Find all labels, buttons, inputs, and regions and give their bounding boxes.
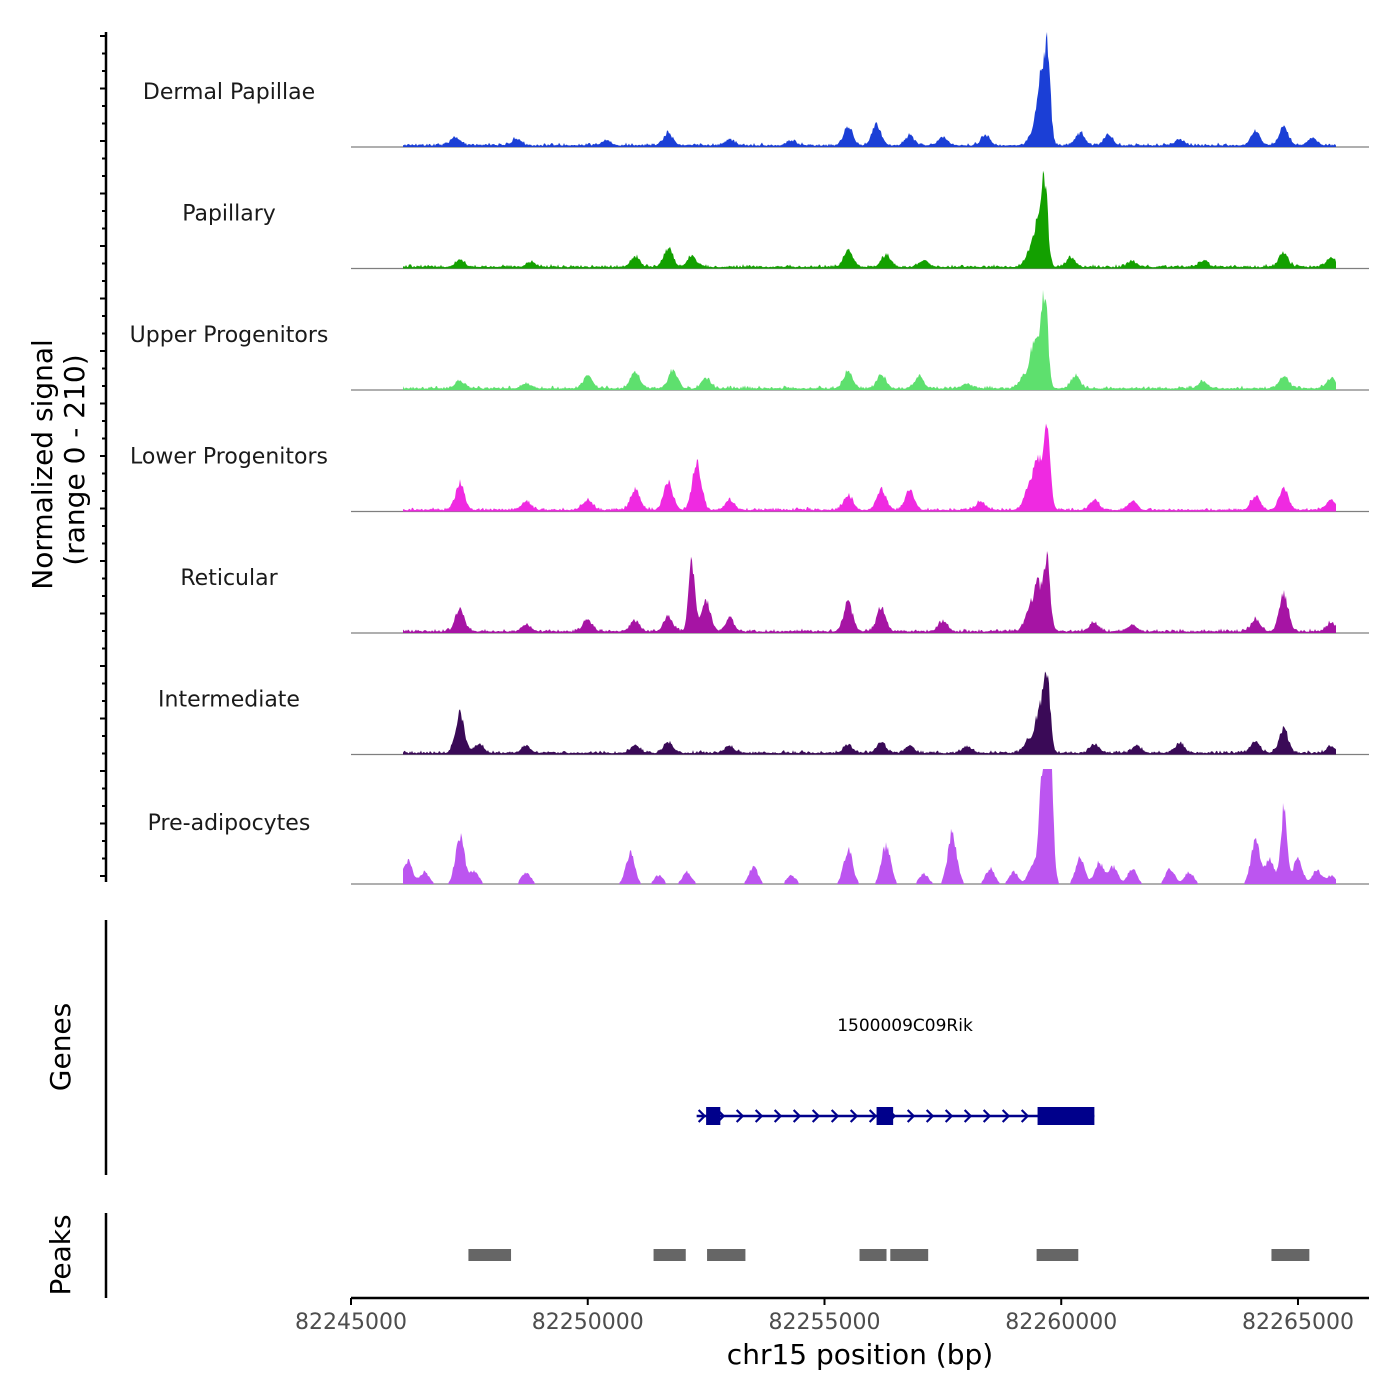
x-tick-label: 82265000 xyxy=(1242,1310,1354,1335)
track-upper-progenitors: Upper Progenitors xyxy=(130,289,1369,391)
gene-strand-arrow xyxy=(944,1109,954,1123)
gene-strand-arrow xyxy=(1020,1109,1030,1123)
gene-strand-arrow xyxy=(982,1109,992,1123)
x-tick-label: 82250000 xyxy=(532,1310,644,1335)
x-tick-label: 82245000 xyxy=(295,1310,407,1335)
signal-y-axis-title-line1: Normalized signal xyxy=(26,339,59,590)
track-label-upper-progenitors: Upper Progenitors xyxy=(130,323,329,348)
signal-y-axis-title: Normalized signal (range 0 - 210) xyxy=(26,330,91,589)
gene-model xyxy=(696,1107,1095,1125)
gene-strand-arrow xyxy=(830,1109,840,1123)
signal-area-reticular xyxy=(403,551,1336,633)
signal-area-pre-adipocytes xyxy=(403,769,1336,884)
track-label-papillary: Papillary xyxy=(182,202,276,227)
gene-strand-arrow xyxy=(792,1109,802,1123)
track-lower-progenitors: Lower Progenitors xyxy=(130,423,1369,513)
gene-strand-arrow xyxy=(1001,1109,1011,1123)
x-tick-label: 82255000 xyxy=(768,1310,880,1335)
signal-area-dermal-papillae xyxy=(403,32,1336,147)
gene-strand-arrow xyxy=(697,1109,707,1123)
gene-strand-arrow xyxy=(906,1109,916,1123)
peak-region-3 xyxy=(707,1249,746,1261)
gene-strand-arrow xyxy=(868,1109,878,1123)
track-label-reticular: Reticular xyxy=(180,566,278,591)
x-tick-label: 82260000 xyxy=(1005,1310,1117,1335)
signal-area-lower-progenitors xyxy=(403,423,1336,512)
signal-area-papillary xyxy=(403,170,1336,269)
track-papillary: Papillary xyxy=(182,170,1369,270)
signal-y-ticks xyxy=(100,35,106,877)
gene-strand-arrow xyxy=(773,1109,783,1123)
signal-area-intermediate xyxy=(403,671,1336,755)
track-label-dermal-papillae: Dermal Papillae xyxy=(143,80,315,105)
peak-regions xyxy=(468,1249,1310,1261)
signal-area-upper-progenitors xyxy=(403,289,1336,390)
track-dermal-papillae: Dermal Papillae xyxy=(143,32,1369,148)
x-axis-ticks: 82245000 82250000 82255000 82260000 82265000 xyxy=(295,1298,1354,1335)
peak-region-1 xyxy=(468,1249,512,1261)
track-label-pre-adipocytes: Pre-adipocytes xyxy=(148,811,311,836)
signal-tracks: Dermal Papillae Papillary Upper Progenitor… xyxy=(130,32,1369,885)
peak-region-7 xyxy=(1271,1249,1310,1261)
gene-name-label: 1500009C09Rik xyxy=(837,1016,973,1036)
gene-exon-2 xyxy=(876,1107,894,1125)
peaks-panel-label: Peaks xyxy=(44,1214,77,1295)
gene-strand-arrow xyxy=(925,1109,935,1123)
track-label-intermediate: Intermediate xyxy=(158,688,300,713)
track-intermediate: Intermediate xyxy=(158,671,1369,756)
track-pre-adipocytes: Pre-adipocytes xyxy=(148,769,1369,885)
x-axis-title: chr15 position (bp) xyxy=(727,1338,993,1371)
gene-exon-1 xyxy=(706,1107,721,1125)
gene-strand-arrow xyxy=(849,1109,859,1123)
gene-strand-arrow xyxy=(754,1109,764,1123)
track-label-lower-progenitors: Lower Progenitors xyxy=(130,445,328,470)
peak-region-2 xyxy=(653,1249,686,1261)
track-reticular: Reticular xyxy=(180,551,1369,634)
peak-region-4 xyxy=(859,1249,887,1261)
signal-y-axis-title-line2: (range 0 - 210) xyxy=(58,354,91,565)
gene-exon-3 xyxy=(1037,1107,1095,1125)
gene-strand-arrow xyxy=(963,1109,973,1123)
gene-strand-arrow xyxy=(735,1109,745,1123)
peak-region-6 xyxy=(1036,1249,1079,1261)
genes-panel-label: Genes xyxy=(44,1003,77,1091)
peak-region-5 xyxy=(890,1249,929,1261)
gene-strand-arrow xyxy=(811,1109,821,1123)
